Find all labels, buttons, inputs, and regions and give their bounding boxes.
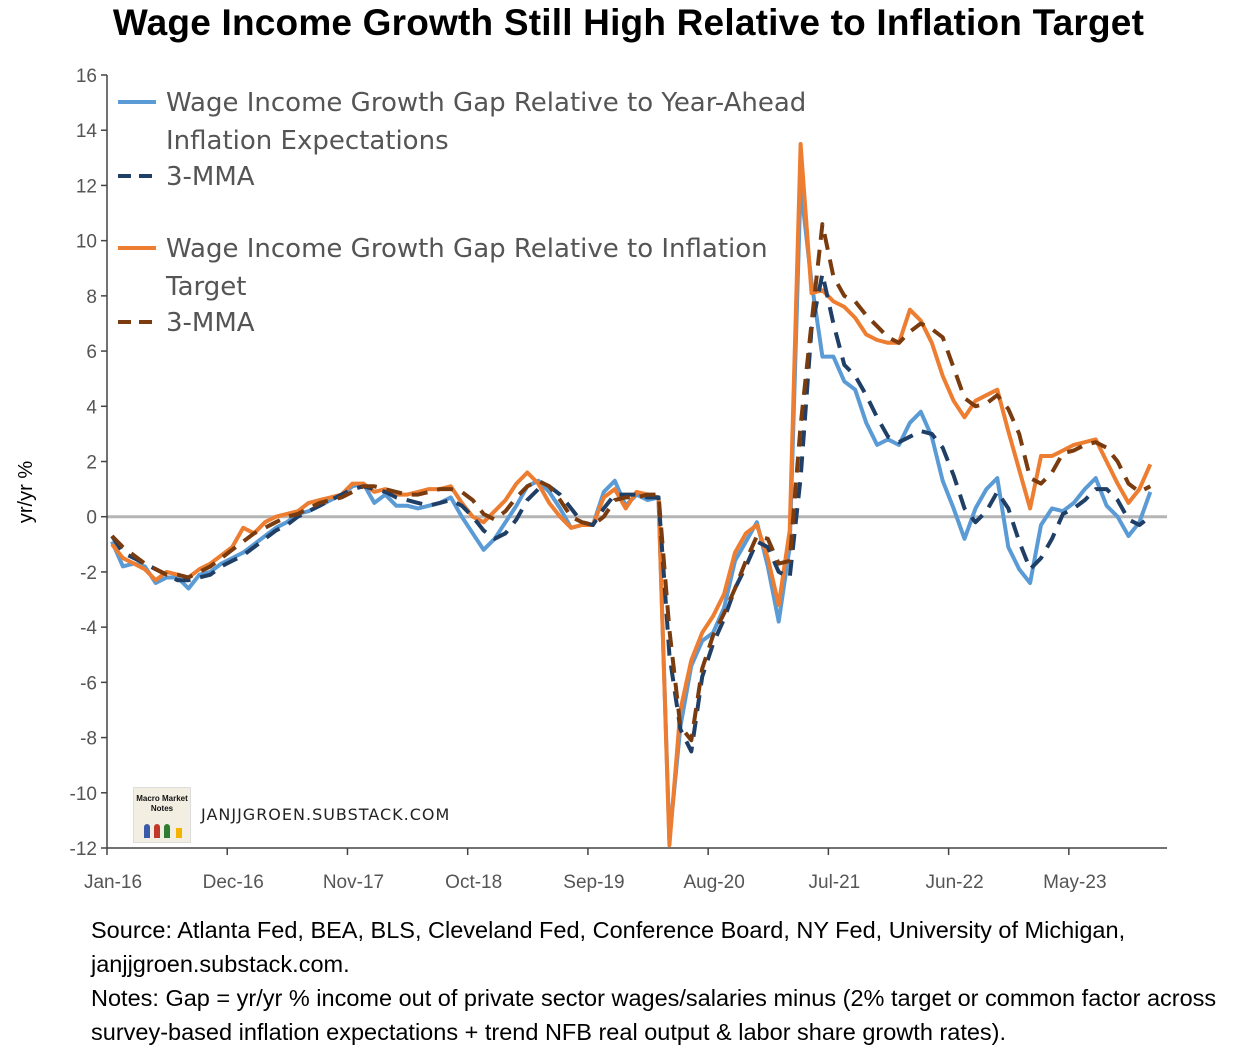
x-tick-label: May-23 xyxy=(1043,872,1106,893)
legend-label-line: Wage Income Growth Gap Relative to Year-… xyxy=(166,88,806,118)
legend-label: Wage Income Growth Gap Relative to Infla… xyxy=(165,234,768,302)
x-tick-label: Jul-21 xyxy=(809,872,861,893)
y-axis-label: yr/yr % xyxy=(15,461,37,523)
legend-label-line: Wage Income Growth Gap Relative to Infla… xyxy=(166,234,768,264)
legend-label: 3-MMA xyxy=(166,162,255,192)
y-tick-label: -6 xyxy=(80,673,97,694)
logo-figure-icon xyxy=(154,824,160,838)
series-expectations-3mma-line xyxy=(110,271,1152,754)
y-tick-label: 10 xyxy=(76,232,97,253)
notes: Notes: Gap = yr/yr % income out of priva… xyxy=(91,985,1217,1045)
legend-label: 3-MMA xyxy=(166,308,255,338)
x-tick-label: Jan-16 xyxy=(84,872,142,893)
y-tick-label: -12 xyxy=(70,839,97,860)
y-tick-label: 8 xyxy=(86,287,97,308)
legend-label: Wage Income Growth Gap Relative to Year-… xyxy=(166,88,806,156)
legend-label-line: 3-MMA xyxy=(166,308,255,338)
x-tick-label: Nov-17 xyxy=(323,872,384,893)
legend-label-line: Inflation Expectations xyxy=(166,126,449,156)
y-tick-label: -4 xyxy=(80,618,97,639)
chart: -12 -10 -8 -6 -4 -2 0 2 4 6 8 10 12 14 16 Jan-16 Dec-16… xyxy=(15,66,1167,893)
logo-figure-icon xyxy=(144,824,150,838)
y-tick-label: 4 xyxy=(86,397,97,418)
x-tick-label: Jun-22 xyxy=(926,872,984,893)
macro-market-notes-logo: Macro Market Notes xyxy=(133,787,191,843)
y-axis: -12 -10 -8 -6 -4 -2 0 2 4 6 8 10 12 14 16 xyxy=(70,66,107,860)
y-tick-label: 6 xyxy=(86,342,97,363)
y-tick-label: -2 xyxy=(80,563,97,584)
legend-label-line: 3-MMA xyxy=(166,162,255,192)
x-tick-label: Oct-18 xyxy=(445,872,502,893)
source-note: Source: Atlanta Fed, BEA, BLS, Cleveland… xyxy=(91,917,1126,977)
series-target-gap-line xyxy=(110,142,1153,848)
watermark: JANJJGROEN.SUBSTACK.COM xyxy=(201,805,451,824)
y-tick-label: -10 xyxy=(70,784,97,805)
y-tick-label: 14 xyxy=(76,121,98,142)
y-tick-label: 12 xyxy=(76,176,97,197)
x-axis: Jan-16 Dec-16 Nov-17 Oct-18 Sep-19 Aug-20 Jul-… xyxy=(84,848,1107,893)
y-tick-label: 16 xyxy=(76,66,97,87)
logo-bar-icon xyxy=(176,828,182,838)
footer: Source: Atlanta Fed, BEA, BLS, Cleveland… xyxy=(91,913,1251,1049)
y-tick-label: 2 xyxy=(86,453,97,474)
legend: Wage Income Growth Gap Relative to Year-… xyxy=(118,88,806,338)
series-target-3mma-line xyxy=(110,222,1152,743)
y-tick-label: -8 xyxy=(80,729,97,750)
logo-figure-icon xyxy=(164,824,170,838)
y-tick-label: 0 xyxy=(86,508,97,529)
x-tick-label: Aug-20 xyxy=(684,872,745,893)
x-tick-label: Dec-16 xyxy=(203,872,264,893)
legend-label-line: Target xyxy=(165,272,246,302)
chart-title: Wage Income Growth Still High Relative t… xyxy=(112,2,1145,43)
x-tick-label: Sep-19 xyxy=(563,872,624,893)
series-layer xyxy=(110,142,1153,848)
logo-text: Macro Market Notes xyxy=(136,794,188,813)
series-expectations-gap-line xyxy=(110,183,1153,842)
